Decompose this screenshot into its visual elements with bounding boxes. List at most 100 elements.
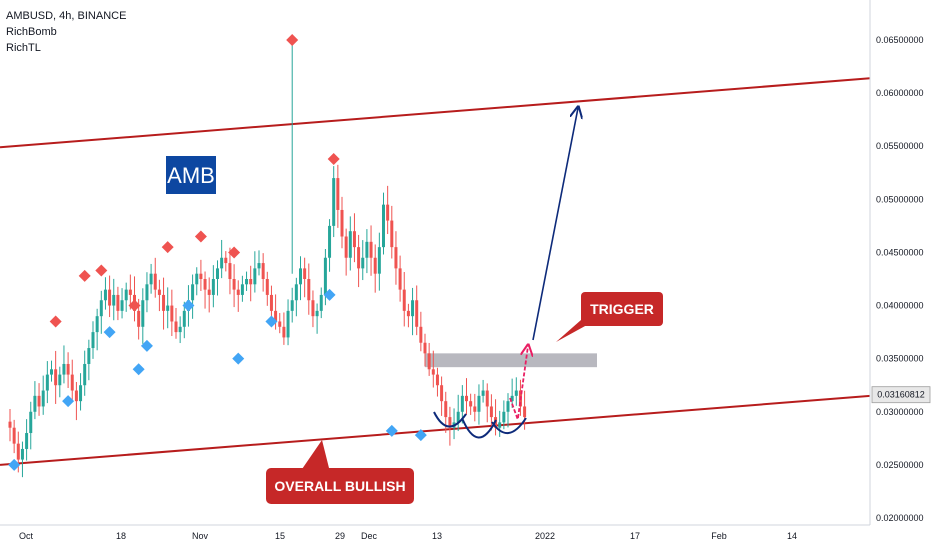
candle-body (485, 390, 489, 407)
candle-body (112, 294, 116, 306)
symbol-title[interactable]: AMBUSD, 4h, BINANCE (6, 10, 127, 22)
chart-legend: AMBUSD, 4h, BINANCE RichBomb RichTL (6, 8, 126, 56)
candle-body (191, 284, 195, 301)
x-tick-label: Oct (19, 531, 34, 541)
y-tick-label: 0.03500000 (876, 354, 924, 364)
candle-body (344, 236, 348, 258)
candle-body (315, 310, 319, 317)
candle-body (386, 204, 390, 221)
price-axis[interactable]: 0.02000000 0.02500000 0.03000000 0.03500000… (869, 0, 924, 525)
candle-body (448, 417, 452, 428)
time-axis[interactable]: Oct 18 Nov 15 29 Dec 13 2022 17 Feb 14 (0, 524, 870, 541)
candle-body (340, 209, 344, 237)
bottom-marker (62, 395, 75, 408)
candle-body (178, 326, 182, 333)
left-shoulder-arc (433, 411, 467, 428)
candle-body (502, 411, 506, 423)
candle-body (145, 284, 149, 301)
candle-body (232, 279, 236, 290)
candle-body (236, 289, 240, 295)
top-marker (78, 269, 91, 282)
candle-body (249, 279, 253, 285)
y-tick-label: 0.04500000 (876, 247, 924, 257)
candle-body (282, 326, 286, 338)
candles-series (8, 40, 527, 478)
candle-body (506, 401, 510, 412)
indicator-richbomb[interactable]: RichBomb (6, 26, 57, 38)
last-price-value: 0.03160812 (877, 390, 925, 400)
candle-body (510, 395, 514, 402)
candle-body (228, 263, 232, 279)
candle-body (440, 385, 444, 402)
candle-body (108, 289, 112, 306)
bottom-marker (414, 429, 427, 442)
candle-body (41, 390, 45, 407)
x-tick-label: 18 (116, 531, 126, 541)
channel-lower-line (0, 394, 871, 466)
candle-body (216, 268, 219, 279)
bottom-marker (140, 339, 153, 352)
plot-area (0, 0, 870, 525)
candle-body (116, 294, 120, 311)
trigger-drop (509, 397, 519, 421)
projection-arrow (532, 108, 578, 341)
candle-body (348, 231, 352, 258)
candle-body (411, 300, 415, 317)
candle-body (8, 421, 12, 428)
candle-body (336, 178, 340, 210)
candle-body (514, 390, 518, 396)
pattern-arcs (433, 411, 527, 439)
candle-body (278, 321, 282, 327)
candle-body (50, 369, 53, 375)
bottom-marker (232, 352, 245, 365)
bottom-marker (385, 424, 398, 437)
candle-body (182, 310, 186, 327)
candle-body (58, 374, 62, 386)
candle-body (103, 289, 107, 301)
candle-body (311, 300, 315, 317)
y-tick-label: 0.02500000 (876, 460, 924, 470)
indicator-richtl[interactable]: RichTL (6, 42, 41, 54)
bottom-marker (132, 363, 145, 376)
top-marker (286, 34, 299, 46)
candle-body (54, 369, 58, 386)
candle-body (79, 385, 83, 402)
candle-body (498, 422, 502, 428)
overall-callout: OVERALL BULLISH (266, 440, 414, 504)
top-marker (128, 299, 141, 312)
candle-body (87, 348, 91, 364)
candle-body (166, 305, 170, 311)
candle-body (469, 401, 473, 407)
candle-body (124, 289, 128, 301)
trigger-label: TRIGGER (590, 301, 654, 317)
candle-body (66, 363, 70, 375)
candle-body (415, 300, 419, 327)
candle-body (91, 332, 95, 349)
candle-body (37, 395, 41, 407)
candle-body (25, 433, 29, 449)
candle-body (456, 411, 460, 423)
y-tick-label: 0.06500000 (876, 35, 924, 45)
candle-body (377, 247, 381, 274)
bottom-marker (103, 326, 116, 339)
x-tick-label: 2022 (535, 531, 555, 541)
candle-body (465, 395, 468, 402)
candle-body (423, 342, 427, 354)
candle-body (373, 257, 377, 274)
candle-body (137, 310, 141, 327)
candle-body (253, 268, 257, 285)
x-tick-label: 13 (432, 531, 442, 541)
candle-body (307, 279, 311, 301)
top-marker (95, 264, 108, 277)
candle-body (99, 300, 103, 317)
bottom-marker (323, 288, 336, 301)
candle-body (390, 220, 394, 248)
candle-body (361, 257, 365, 269)
candle-body (477, 395, 481, 412)
y-tick-label: 0.06000000 (876, 88, 924, 98)
candle-body (170, 305, 174, 322)
candle-body (398, 268, 402, 290)
candle-body (261, 263, 265, 279)
y-tick-label: 0.05000000 (876, 194, 924, 204)
